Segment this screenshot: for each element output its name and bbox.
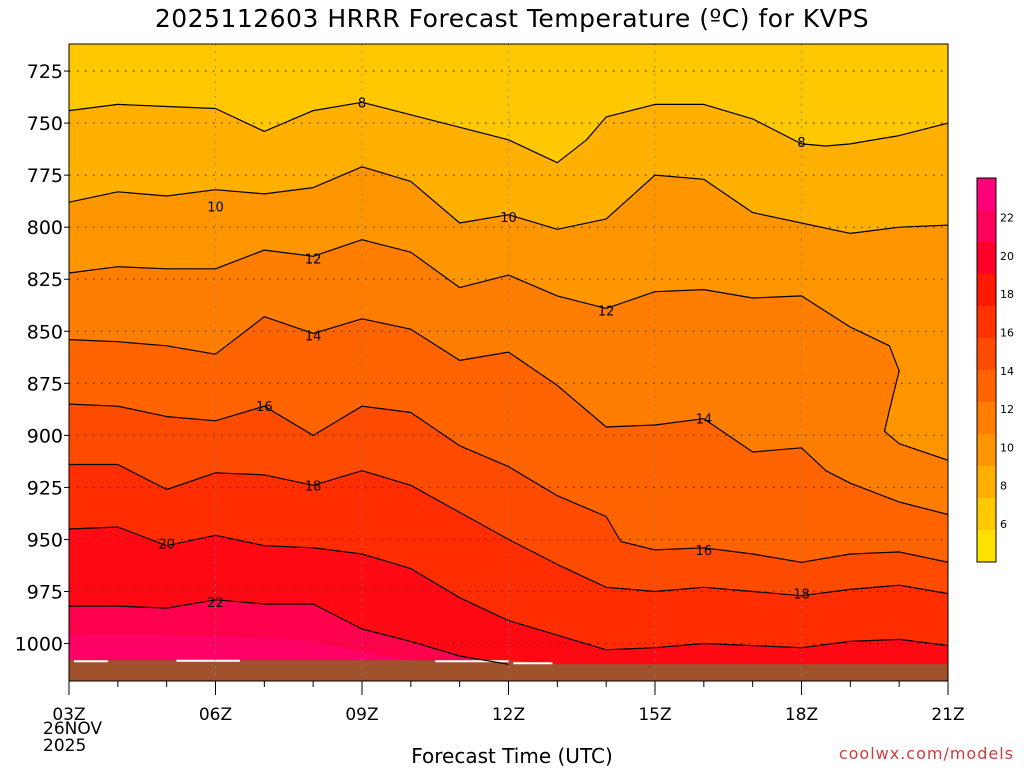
contour-label: 14 [696, 413, 713, 428]
x-tick-label: 03Z [52, 705, 85, 725]
y-tick-label: 850 [27, 321, 63, 343]
colorbar-label: 20 [1000, 250, 1014, 263]
forecast-date: 26NOV 2025 [43, 721, 102, 755]
contour-line-8 [69, 101, 948, 164]
colorbar-swatch [977, 242, 996, 274]
colorbar-label: 18 [1000, 288, 1014, 301]
contour-line-10 [69, 166, 948, 234]
contour-label: 16 [696, 544, 713, 559]
contour-label: 8 [797, 136, 805, 151]
colorbar-swatch [977, 274, 996, 306]
colorbar-swatch [977, 434, 996, 466]
x-tick-label: 12Z [492, 705, 525, 725]
contour-label: 12 [598, 304, 615, 319]
colorbar-swatch [977, 306, 996, 338]
colorbar-label: 10 [1000, 441, 1014, 454]
colorbar-swatch [977, 530, 996, 562]
colorbar-swatch [977, 370, 996, 402]
contour-label: 12 [305, 252, 322, 267]
x-axis-title: Forecast Time (UTC) [411, 744, 613, 768]
contour-label: 10 [207, 200, 224, 215]
colorbar-swatch [977, 466, 996, 498]
y-tick-label: 950 [27, 529, 63, 551]
colorbar-label: 14 [1000, 365, 1014, 378]
y-tick-label: 725 [27, 61, 63, 83]
colorbar-swatch [977, 402, 996, 434]
date-year: 2025 [43, 736, 87, 756]
y-tick-label: 775 [27, 165, 63, 187]
chart-title: 2025112603 HRRR Forecast Temperature (ºC… [154, 4, 870, 33]
y-tick-label: 800 [27, 217, 63, 239]
date-day-month: 26NOV [43, 719, 103, 739]
colorbar-label: 12 [1000, 403, 1014, 416]
y-tick-label: 825 [27, 269, 63, 291]
colorbar-label: 22 [1000, 212, 1014, 225]
x-tick-label: 06Z [199, 705, 232, 725]
x-tick-label: 09Z [345, 705, 378, 725]
y-tick-label: 925 [27, 477, 63, 499]
source-credit[interactable]: coolwx.com/models [838, 744, 1014, 763]
ground-surface [69, 660, 948, 681]
x-tick-label: 18Z [785, 705, 818, 725]
colorbar-swatch [977, 210, 996, 242]
y-tick-label: 975 [27, 581, 63, 603]
contour-line-14 [69, 316, 948, 516]
colorbar-label: 6 [1000, 518, 1007, 531]
colorbar-frame [976, 177, 997, 563]
colorbar-label: 16 [1000, 327, 1014, 340]
y-tick-label: 900 [27, 425, 63, 447]
contour-line-20 [69, 526, 948, 651]
contour-label: 16 [256, 400, 273, 415]
contour-line-22 [69, 599, 509, 665]
y-tick-label: 1000 [15, 634, 63, 656]
contour-line-16 [69, 403, 948, 563]
contour-label: 20 [158, 538, 175, 553]
contour-label: 18 [793, 588, 810, 603]
y-tick-label: 875 [27, 373, 63, 395]
x-tick-label: 21Z [931, 705, 964, 725]
colorbar-label: 8 [1000, 480, 1007, 493]
y-tick-label: 750 [27, 113, 63, 135]
contour-label: 14 [305, 329, 322, 344]
contour-label: 8 [358, 96, 366, 111]
contour-label: 22 [207, 596, 224, 611]
contour-line-12 [69, 239, 948, 461]
colorbar-swatch [977, 338, 996, 370]
x-tick-label: 15Z [638, 705, 671, 725]
contour-label: 18 [305, 479, 322, 494]
colorbar-swatch [977, 498, 996, 530]
contour-label: 10 [500, 211, 517, 226]
colorbar-swatch [977, 178, 996, 210]
contour-line-18 [69, 463, 948, 597]
